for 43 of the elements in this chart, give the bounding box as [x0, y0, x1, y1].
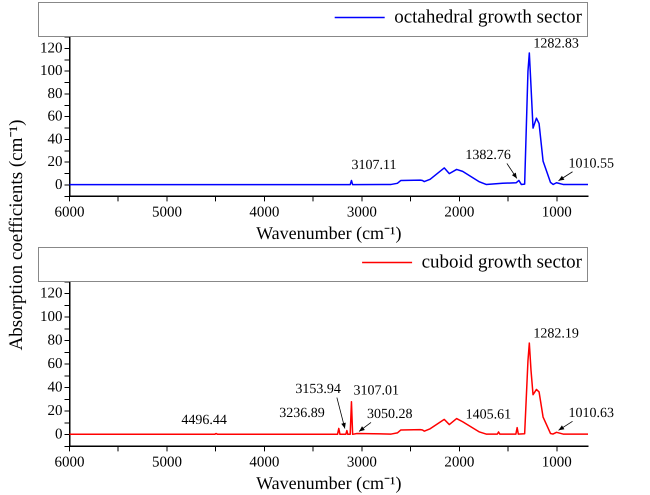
x-tick-label: 6000 [54, 454, 84, 470]
annotation: 1282.19 [533, 326, 579, 342]
legend-label: octahedral growth sector [394, 6, 583, 28]
y-axis-title: Absorption coefficients (cm⁻¹) [5, 118, 28, 352]
annotation: 3107.01 [353, 383, 399, 398]
y-tick-label: 0 [55, 426, 62, 443]
y-tick-label: 80 [48, 332, 62, 349]
x-tick-label: 6000 [54, 204, 84, 220]
x-tick-label: 4000 [249, 204, 280, 220]
x-tick-label: 4000 [249, 454, 280, 470]
y-tick-label: 40 [48, 380, 62, 396]
y-tick-label: 120 [40, 40, 62, 56]
annotation: 3107.11 [351, 158, 396, 174]
annotation: 1010.55 [568, 156, 614, 172]
annotation: 1405.61 [466, 407, 512, 422]
x-tick-label: 5000 [152, 204, 182, 220]
y-tick-label: 100 [40, 309, 62, 326]
y-tick-label: 40 [48, 131, 62, 148]
y-tick-label: 60 [48, 356, 62, 372]
annotation: 3236.89 [279, 406, 325, 422]
annotation: 3050.28 [367, 407, 413, 422]
annotation: 1382.76 [465, 148, 511, 164]
x-tick-label: 1000 [542, 454, 572, 470]
y-tick-label: 0 [55, 176, 62, 193]
x-tick-label: 1000 [542, 204, 572, 220]
x-tick-label: 3000 [346, 454, 377, 470]
annotation: 3153.94 [295, 382, 341, 398]
legend-label: cuboid growth sector [422, 251, 583, 272]
y-tick-label: 20 [48, 154, 62, 170]
x-tick-label: 3000 [346, 204, 377, 220]
annotation: 1010.63 [568, 406, 614, 421]
y-tick-label: 20 [48, 403, 62, 420]
x-tick-label: 5000 [152, 454, 182, 470]
x-tick-label: 2000 [444, 454, 474, 470]
y-tick-label: 100 [40, 63, 62, 80]
y-tick-label: 120 [40, 286, 62, 302]
y-tick-label: 80 [48, 86, 62, 102]
annotation: 4496.44 [181, 413, 227, 428]
y-tick-label: 60 [48, 108, 62, 125]
x-axis-title: Wavenumber (cm⁻¹) [256, 222, 402, 243]
x-axis-title: Wavenumber (cm⁻¹) [256, 472, 402, 493]
annotation: 1282.83 [533, 36, 579, 52]
x-tick-label: 2000 [444, 204, 474, 220]
